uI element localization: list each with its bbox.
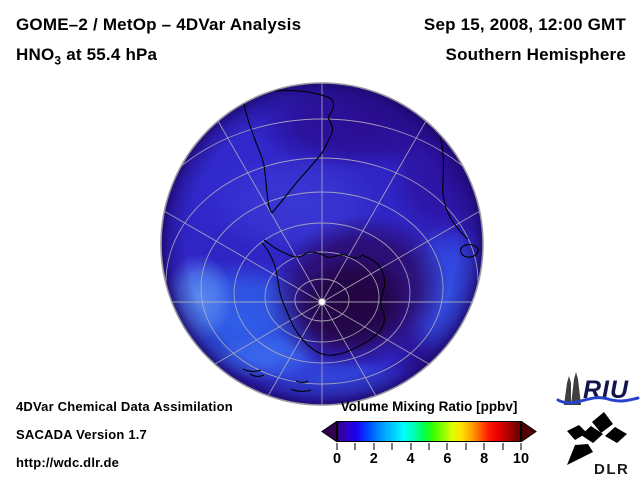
colorbar-tick <box>520 443 522 450</box>
dlr-logo: DLR <box>567 412 629 478</box>
colorbar-tick <box>446 443 449 450</box>
version-label: SACADA Version 1.7 <box>16 427 147 442</box>
dlr-logo-text: DLR <box>594 461 629 478</box>
species-subscript: 3 <box>54 53 62 68</box>
assimilation-label: 4DVar Chemical Data Assimilation <box>16 399 233 414</box>
colorbar-tick <box>372 443 375 450</box>
colorbar-underflow-arrow <box>321 421 337 442</box>
colorbar-tick <box>354 443 357 450</box>
header-right: Sep 15, 2008, 12:00 GMT Southern Hemisph… <box>424 15 626 65</box>
footer-credits: 4DVar Chemical Data Assimilation SACADA … <box>16 399 233 480</box>
globe-data-field <box>161 83 483 405</box>
colorbar-ticks <box>336 443 522 451</box>
africa-coast <box>439 136 469 240</box>
cathedral-spire-icon <box>564 376 571 405</box>
south-pole-marker <box>318 298 326 306</box>
colorbar-tick <box>483 443 486 450</box>
colorbar-tick-label: 8 <box>480 451 489 467</box>
colorbar-tick-label: 10 <box>512 451 530 467</box>
date-time-label: Sep 15, 2008, 12:00 GMT <box>423 15 626 34</box>
colorbar-tick <box>501 443 504 450</box>
riu-logo: RIU <box>556 372 640 405</box>
pressure-level: at 55.4 hPa <box>61 45 158 64</box>
plot-title: GOME–2 / MetOp – 4DVar Analysis <box>16 15 302 34</box>
species-name: HNO <box>16 45 55 64</box>
dlr-star-icon <box>567 412 627 465</box>
meridians <box>163 83 481 405</box>
colorbar-tick-label: 4 <box>406 451 415 467</box>
africa-south-tip <box>460 244 479 258</box>
hemisphere-label: Southern Hemisphere <box>445 45 626 64</box>
colorbar-tick <box>464 443 467 450</box>
antarctica-coast <box>261 239 386 356</box>
south-america-coast <box>242 89 335 214</box>
coastlines <box>242 89 479 392</box>
colorbar-title: Volume Mixing Ratio [ppbv] <box>340 399 518 414</box>
colorbar-tick <box>428 443 430 450</box>
new-zealand-coast <box>242 368 312 392</box>
website-url: http://wdc.dlr.de <box>16 455 120 470</box>
underflow-arrow-shape <box>321 421 337 442</box>
colorbar-tick-label: 6 <box>443 451 452 467</box>
colorbar-overflow-arrow <box>521 421 537 442</box>
colorbar-tick <box>336 443 338 450</box>
colorbar-tick <box>409 443 412 450</box>
colorbar-labels: 0 2 4 6 8 10 <box>333 451 529 469</box>
globe-rim <box>160 82 484 406</box>
riu-wave-icon <box>556 396 640 405</box>
colorbar-gradient <box>337 421 521 442</box>
species-level-label: HNO3 at 55.4 hPa <box>16 45 301 67</box>
colorbar <box>321 421 537 442</box>
cathedral-spire-icon <box>571 372 581 405</box>
overflow-arrow-shape <box>521 421 537 442</box>
header-left: GOME–2 / MetOp – 4DVar Analysis HNO3 at … <box>16 15 301 67</box>
colorbar-tick-label: 2 <box>369 451 378 467</box>
colorbar-tick-label: 0 <box>332 451 342 467</box>
colorbar-tick <box>391 443 394 450</box>
